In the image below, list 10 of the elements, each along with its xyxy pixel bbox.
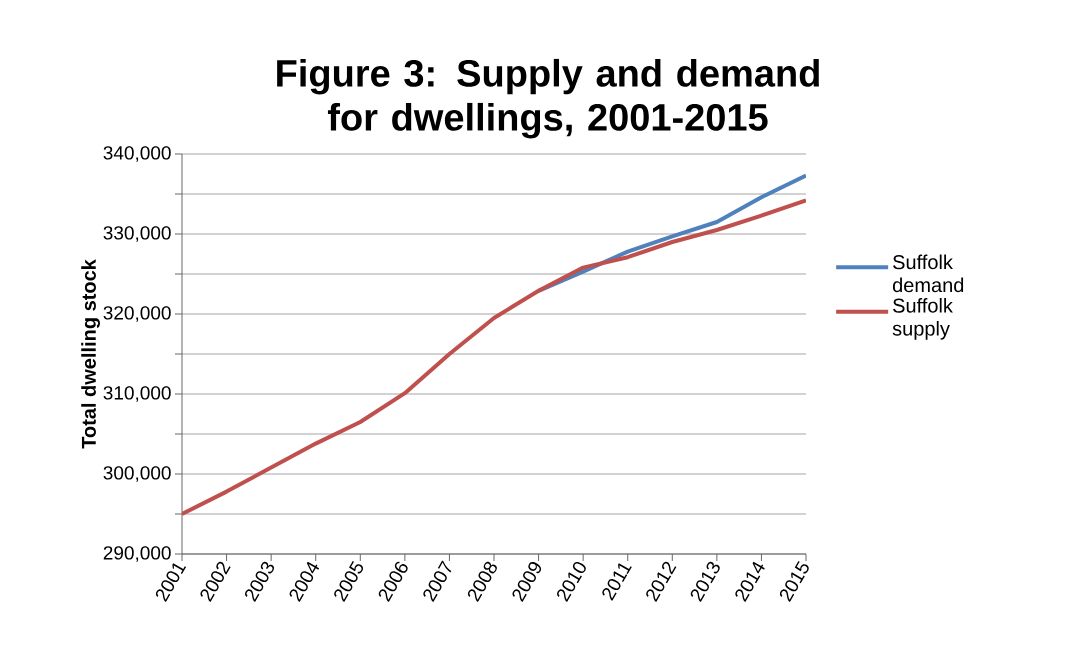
y-tick-label: 320,000	[103, 306, 171, 322]
y-tick-label: 290,000	[103, 546, 171, 562]
y-tick-label: 300,000	[103, 466, 171, 482]
legend-label: Suffolk supply	[892, 297, 953, 340]
y-tick-label: 340,000	[103, 146, 171, 162]
y-tick-label: 310,000	[103, 386, 171, 402]
chart-title: Figure 3: Supply and demand for dwellings, 2001-2015	[277, 58, 819, 139]
y-axis-title: Total dwelling stock	[81, 259, 100, 449]
legend-label: Suffolk demand	[892, 254, 964, 293]
y-tick-label: 330,000	[103, 226, 171, 242]
